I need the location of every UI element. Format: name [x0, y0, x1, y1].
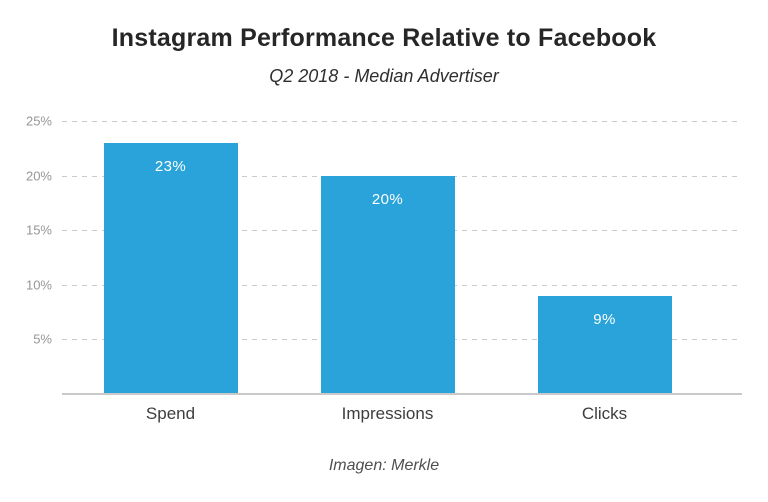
y-axis-tick-label: 10%: [25, 277, 52, 293]
y-axis-tick-label: 5%: [33, 331, 52, 347]
x-axis-category-label: Impressions: [341, 404, 434, 423]
y-axis-tick-label: 25%: [25, 113, 52, 129]
chart-source-caption: Imagen: Merkle: [328, 457, 440, 474]
bar-value-label: 9%: [593, 310, 616, 328]
y-axis-tick-label: 15%: [25, 222, 52, 238]
bar-spend: 23%: [103, 142, 238, 394]
bar-impressions: 20%: [320, 175, 455, 394]
bar-group-clicks: 9% Clicks: [496, 121, 713, 423]
plot-area: 25% 20% 15% 10% 5% 23% Spend 20% Impress…: [26, 115, 742, 423]
bar-clicks: 9%: [537, 295, 672, 394]
chart-subtitle: Q2 2018 - Median Advertiser: [269, 66, 499, 86]
bar-value-label: 20%: [371, 190, 404, 208]
x-axis-category-label: Clicks: [581, 404, 628, 423]
gridline-25pct: [62, 121, 742, 122]
bar-value-label: 23%: [154, 157, 187, 175]
bar-group-impressions: 20% Impressions: [279, 121, 496, 423]
y-axis-tick-label: 20%: [25, 168, 52, 184]
x-axis-line: [62, 393, 742, 395]
x-axis-category-label: Spend: [145, 404, 196, 423]
chart-title: Instagram Performance Relative to Facebo…: [111, 24, 657, 52]
bar-group-spend: 23% Spend: [62, 121, 279, 423]
